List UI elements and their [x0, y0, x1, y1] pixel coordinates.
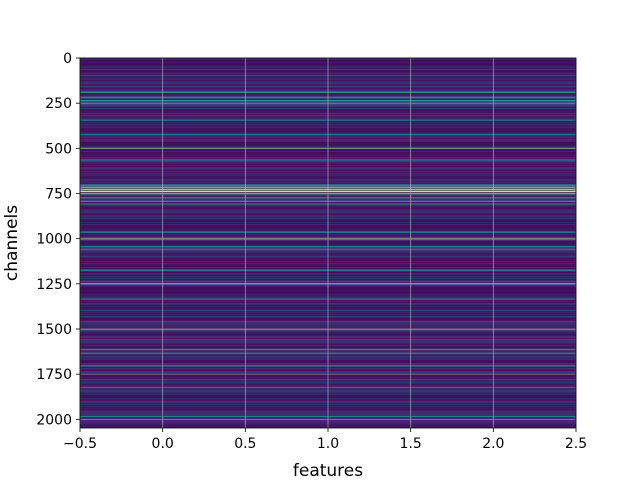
x-tick-label: 1.0 [317, 436, 339, 452]
y-tick-label: 1000 [36, 232, 72, 248]
x-tick-label: 1.5 [400, 436, 422, 452]
y-tick-label: 1750 [36, 367, 72, 383]
x-tick-label: 0.5 [234, 436, 256, 452]
x-axis: −0.5 0.0 0.5 1.0 1.5 2.0 2.5 [63, 428, 587, 452]
x-tick-label: 0.0 [152, 436, 174, 452]
y-axis-label: channels [2, 205, 22, 281]
y-tick-label: 750 [45, 186, 72, 202]
x-tick-label: 2.0 [482, 436, 504, 452]
y-tick-label: 500 [45, 141, 72, 157]
y-tick-label: 1500 [36, 322, 72, 338]
y-tick-label: 0 [63, 51, 72, 67]
y-tick-label: 2000 [36, 412, 72, 428]
y-tick-label: 1250 [36, 277, 72, 293]
y-tick-label: 250 [45, 96, 72, 112]
x-tick-label: 2.5 [565, 436, 587, 452]
x-axis-label: features [293, 461, 363, 480]
y-axis: 0 250 500 750 1000 1250 1500 1750 2000 [36, 51, 80, 428]
x-tick-label: −0.5 [63, 436, 97, 452]
